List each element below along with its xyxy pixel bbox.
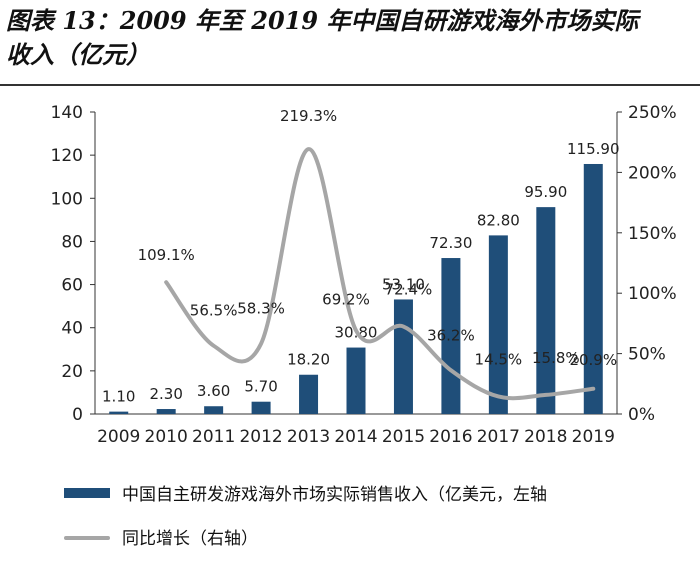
x-tick-label: 2013 <box>287 427 330 447</box>
right-tick-label: 250% <box>628 103 677 123</box>
bar <box>299 374 319 414</box>
x-tick-label: 2010 <box>145 427 188 447</box>
left-tick-label: 120 <box>51 146 83 166</box>
bar <box>536 207 556 414</box>
growth-value-label: 14.5% <box>475 350 523 368</box>
x-tick-label: 2018 <box>524 427 567 447</box>
bar-value-label: 95.90 <box>524 183 567 201</box>
bar <box>583 163 603 414</box>
left-tick-label: 0 <box>72 405 83 425</box>
bar-value-label: 3.60 <box>197 382 230 400</box>
bar-value-label: 53.10 <box>382 275 425 293</box>
growth-value-label: 20.9% <box>569 351 617 369</box>
growth-value-label: 58.3% <box>237 300 285 318</box>
bar <box>204 406 224 414</box>
right-tick-label: 150% <box>628 224 677 244</box>
left-tick-label: 140 <box>51 103 83 123</box>
bar-value-label: 5.70 <box>244 378 277 396</box>
growth-value-label: 109.1% <box>138 246 195 264</box>
left-tick-label: 40 <box>61 319 83 339</box>
growth-value-label: 69.2% <box>322 290 370 308</box>
x-tick-label: 2012 <box>239 427 282 447</box>
growth-value-label: 219.3% <box>280 107 337 125</box>
growth-line <box>164 147 596 401</box>
x-tick-label: 2019 <box>572 427 615 447</box>
bar <box>156 409 176 414</box>
x-tick-label: 2009 <box>97 427 140 447</box>
bar-value-label: 115.90 <box>567 140 620 158</box>
bar-value-label: 82.80 <box>477 211 520 229</box>
chart-title: 图表 13：2009 年至 2019 年中国自研游戏海外市场实际 收入（亿元） <box>6 4 696 72</box>
legend-label-revenue: 中国自主研发游戏海外市场实际销售收入（亿美元，左轴 <box>122 485 547 505</box>
bar <box>346 347 366 414</box>
bar <box>251 401 271 414</box>
x-tick-label: 2016 <box>429 427 472 447</box>
left-tick-label: 60 <box>61 276 83 296</box>
growth-value-label: 72.4% <box>385 281 433 299</box>
right-tick-label: 100% <box>628 284 677 304</box>
right-tick-label: 0% <box>628 405 655 425</box>
x-tick-label: 2015 <box>382 427 425 447</box>
x-tick-label: 2014 <box>334 427 377 447</box>
x-tick-label: 2011 <box>192 427 235 447</box>
legend-label-growth: 同比增长（右轴） <box>122 529 258 549</box>
right-tick-label: 200% <box>628 163 677 183</box>
chart-title-line-2: 收入（亿元） <box>6 40 150 69</box>
growth-value-label: 36.2% <box>427 326 475 344</box>
growth-value-label: 15.8% <box>532 349 580 367</box>
bar <box>109 411 129 414</box>
left-tick-label: 80 <box>61 232 83 252</box>
bar-value-label: 18.20 <box>287 351 330 369</box>
bar-value-label: 72.30 <box>429 234 472 252</box>
growth-value-label: 56.5% <box>190 302 238 320</box>
bar-value-label: 1.10 <box>102 388 135 406</box>
title-divider <box>0 84 700 86</box>
legend-swatch-line <box>64 536 110 540</box>
x-tick-label: 2017 <box>477 427 520 447</box>
right-tick-label: 50% <box>628 345 666 365</box>
chart-title-line-1: 图表 13：2009 年至 2019 年中国自研游戏海外市场实际 <box>6 6 639 35</box>
left-tick-label: 100 <box>51 189 83 209</box>
bar <box>488 235 508 414</box>
legend-swatch-bar <box>64 488 110 498</box>
bar <box>393 299 413 414</box>
left-tick-label: 20 <box>61 362 83 382</box>
bar-value-label: 2.30 <box>149 385 182 403</box>
